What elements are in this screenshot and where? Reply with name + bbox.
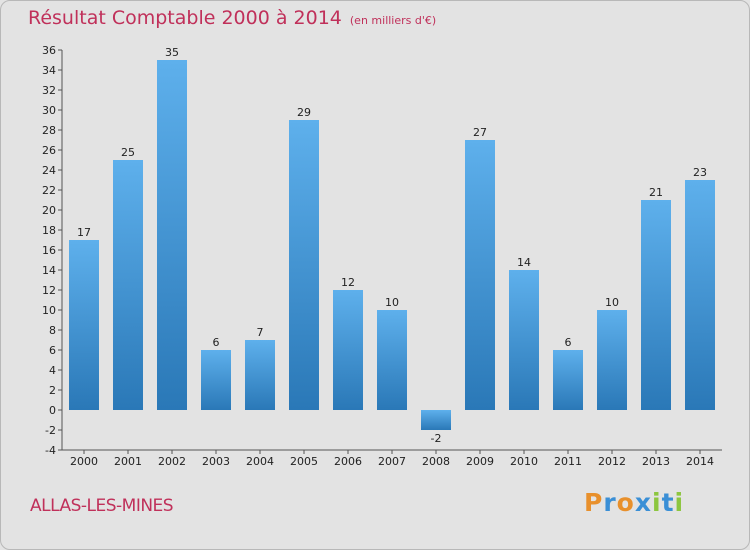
x-tick-label: 2005 xyxy=(290,455,318,468)
bar-2006 xyxy=(333,290,363,410)
y-tick-label: 4 xyxy=(49,364,56,377)
x-tick-label: 2004 xyxy=(246,455,274,468)
bar-2008 xyxy=(421,410,451,430)
y-tick-label: 24 xyxy=(42,164,56,177)
logo-letter: o xyxy=(616,488,635,517)
value-label-2005: 29 xyxy=(297,106,311,119)
bar-2000 xyxy=(69,240,99,410)
value-label-2000: 17 xyxy=(77,226,91,239)
x-tick-label: 2012 xyxy=(598,455,626,468)
x-tick-label: 2011 xyxy=(554,455,582,468)
y-tick-label: 34 xyxy=(42,64,56,77)
x-tick-label: 2013 xyxy=(642,455,670,468)
y-tick-label: 6 xyxy=(49,344,56,357)
logo-letter: r xyxy=(603,488,617,517)
bar-2002 xyxy=(157,60,187,410)
value-label-2004: 7 xyxy=(257,326,264,339)
bar-2005 xyxy=(289,120,319,410)
value-label-2013: 21 xyxy=(649,186,663,199)
logo-letter: i xyxy=(652,488,662,517)
logo-letter: P xyxy=(584,488,604,517)
y-tick-label: 8 xyxy=(49,324,56,337)
value-label-2003: 6 xyxy=(213,336,220,349)
bar-2013 xyxy=(641,200,671,410)
value-label-2011: 6 xyxy=(565,336,572,349)
value-label-2014: 23 xyxy=(693,166,707,179)
bar-2010 xyxy=(509,270,539,410)
y-tick-label: 30 xyxy=(42,104,56,117)
y-tick-label: 10 xyxy=(42,304,56,317)
bar-2001 xyxy=(113,160,143,410)
value-label-2007: 10 xyxy=(385,296,399,309)
bar-2014 xyxy=(685,180,715,410)
x-tick-label: 2007 xyxy=(378,455,406,468)
y-tick-label: 16 xyxy=(42,244,56,257)
logo-letter: t xyxy=(661,488,675,517)
value-label-2001: 25 xyxy=(121,146,135,159)
x-tick-label: 2002 xyxy=(158,455,186,468)
y-tick-label: 22 xyxy=(42,184,56,197)
chart-title: Résultat Comptable 2000 à 2014 (en millie… xyxy=(28,7,436,29)
value-label-2006: 12 xyxy=(341,276,355,289)
unit-label: (en milliers d'€) xyxy=(349,14,437,27)
y-tick-label: 2 xyxy=(49,384,56,397)
y-tick-label: 36 xyxy=(42,44,56,57)
value-label-2008: -2 xyxy=(431,432,442,445)
bars xyxy=(69,60,715,430)
y-tick-label: -4 xyxy=(45,444,56,457)
x-tick-label: 2006 xyxy=(334,455,362,468)
commune-name: ALLAS-LES-MINES xyxy=(30,496,174,516)
x-tick-label: 2003 xyxy=(202,455,230,468)
bar-2011 xyxy=(553,350,583,410)
y-tick-label: 0 xyxy=(49,404,56,417)
y-tick-label: 26 xyxy=(42,144,56,157)
title-text: Résultat Comptable 2000 à 2014 xyxy=(28,7,342,29)
bar-2012 xyxy=(597,310,627,410)
y-tick-label: 12 xyxy=(42,284,56,297)
y-tick-label: 28 xyxy=(42,124,56,137)
y-tick-label: 20 xyxy=(42,204,56,217)
x-tick-label: 2008 xyxy=(422,455,450,468)
x-tick-label: 2001 xyxy=(114,455,142,468)
value-label-2010: 14 xyxy=(517,256,531,269)
value-label-2009: 27 xyxy=(473,126,487,139)
logo-letter: i xyxy=(674,488,685,517)
bar-2007 xyxy=(377,310,407,410)
x-tick-label: 2010 xyxy=(510,455,538,468)
bar-2003 xyxy=(201,350,231,410)
value-label-2012: 10 xyxy=(605,296,619,309)
value-labels: 17 25 35 6 7 29 12 10 -2 27 14 6 10 21 23 xyxy=(77,46,707,445)
y-tick-label: 14 xyxy=(42,264,56,277)
value-label-2002: 35 xyxy=(165,46,179,59)
y-tick-label: -2 xyxy=(45,424,56,437)
x-tick-label: 2014 xyxy=(686,455,714,468)
bar-2009 xyxy=(465,140,495,410)
y-tick-label: 32 xyxy=(42,84,56,97)
bar-2004 xyxy=(245,340,275,410)
x-tick-label: 2009 xyxy=(466,455,494,468)
logo-letter: x xyxy=(634,488,652,517)
proxiti-logo: Proxiti xyxy=(584,488,684,517)
y-tick-label: 18 xyxy=(42,224,56,237)
x-axis: 2000 2001 2002 2003 2004 2005 2006 2007 2008 2009… xyxy=(62,449,722,468)
x-tick-label: 2000 xyxy=(70,455,98,468)
